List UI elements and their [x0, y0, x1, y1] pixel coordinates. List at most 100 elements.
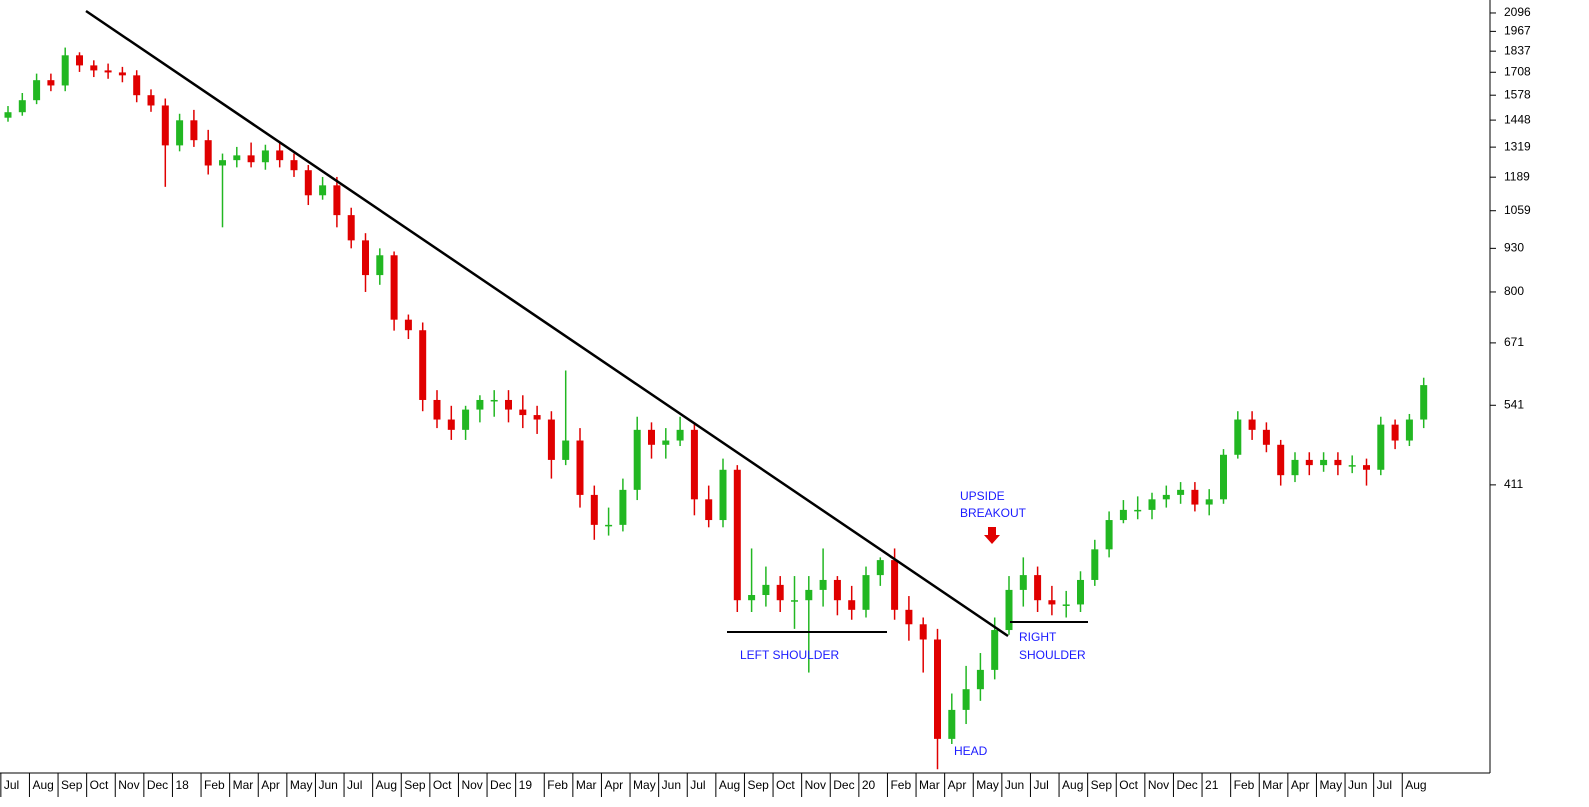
- candle-body: [519, 409, 527, 416]
- candle-body: [61, 55, 69, 86]
- candle-body: [1119, 509, 1127, 521]
- x-tick-label: Sep: [61, 778, 83, 792]
- candle-body: [404, 319, 412, 331]
- x-tick-label: May: [1319, 778, 1342, 792]
- candle-body: [1420, 385, 1428, 420]
- candle-body: [719, 469, 727, 521]
- candle-body: [1191, 489, 1199, 505]
- candle-body: [447, 419, 455, 430]
- candle-body: [133, 75, 141, 96]
- candle-body: [633, 429, 641, 490]
- candle-body: [376, 255, 384, 276]
- x-tick-label: Jul: [1033, 778, 1048, 792]
- y-tick-label: 2096: [1504, 5, 1531, 19]
- candle-body: [362, 240, 369, 276]
- candle-body: [919, 624, 927, 640]
- candle-body: [948, 709, 956, 739]
- x-tick-label: Jun: [318, 778, 337, 792]
- x-tick-label: Dec: [490, 778, 511, 792]
- candle-body: [1091, 549, 1099, 580]
- candle-body: [290, 160, 298, 171]
- candle-body: [1234, 419, 1242, 455]
- x-tick-label: Dec: [147, 778, 168, 792]
- candle-body: [476, 399, 484, 410]
- x-tick-label: Apr: [1291, 778, 1310, 792]
- x-tick-label: Apr: [948, 778, 967, 792]
- candle-body: [47, 80, 55, 86]
- candle-body: [247, 155, 255, 163]
- x-tick-label: Mar: [919, 778, 940, 792]
- candle-body: [219, 160, 226, 166]
- candle-body: [1034, 575, 1042, 601]
- x-tick-label: Jul: [690, 778, 705, 792]
- candle-body: [805, 589, 813, 601]
- candle-body: [1162, 494, 1170, 500]
- y-tick-label: 1578: [1504, 87, 1531, 101]
- candle-body: [619, 489, 627, 525]
- x-tick-label: Mar: [233, 778, 254, 792]
- candle-body: [1391, 424, 1399, 441]
- x-tick-label: Feb: [1234, 778, 1255, 792]
- x-tick-label: Mar: [576, 778, 597, 792]
- candle-body: [419, 330, 427, 400]
- y-tick-label: 1319: [1504, 139, 1531, 153]
- candle-body: [1019, 575, 1027, 590]
- candle-body: [648, 429, 655, 445]
- candle-body: [304, 170, 312, 196]
- candle-body: [1291, 459, 1299, 476]
- candle-body: [905, 609, 913, 625]
- x-tick-label: May: [633, 778, 656, 792]
- candle-body: [819, 579, 827, 590]
- x-tick-label: 20: [862, 778, 876, 792]
- x-tick-label: Nov: [1148, 778, 1169, 792]
- candle-body: [1177, 489, 1185, 495]
- x-tick-label: May: [976, 778, 999, 792]
- x-tick-label: Feb: [204, 778, 225, 792]
- y-tick-label: 930: [1504, 241, 1524, 255]
- annotation: BREAKOUT: [960, 506, 1027, 520]
- x-tick-label: Nov: [118, 778, 139, 792]
- candle-body: [1377, 424, 1385, 470]
- candle-body: [1148, 499, 1156, 510]
- candle-body: [1405, 419, 1413, 441]
- x-tick-label: 19: [519, 778, 533, 792]
- x-tick-label: Apr: [604, 778, 623, 792]
- x-tick-label: Aug: [1405, 778, 1426, 792]
- y-tick-label: 541: [1504, 397, 1524, 411]
- x-tick-label: Apr: [261, 778, 280, 792]
- y-tick-label: 671: [1504, 335, 1524, 349]
- x-tick-label: Jun: [1348, 778, 1367, 792]
- candle-body: [433, 399, 441, 420]
- x-tick-label: Mar: [1262, 778, 1283, 792]
- candle-body: [976, 669, 984, 690]
- x-tick-label: Sep: [747, 778, 769, 792]
- annotation: LEFT SHOULDER: [740, 648, 839, 662]
- candle-body: [1005, 589, 1013, 631]
- x-tick-label: Jul: [1377, 778, 1392, 792]
- candle-body: [190, 120, 198, 141]
- candle-body: [1334, 459, 1342, 466]
- x-tick-label: Jul: [4, 778, 19, 792]
- y-tick-label: 1059: [1504, 203, 1531, 217]
- candle-body: [33, 80, 41, 101]
- candle-body: [934, 639, 941, 739]
- candle-body: [562, 440, 570, 460]
- candle-body: [176, 120, 184, 146]
- candle-body: [490, 399, 498, 402]
- candle-body: [733, 469, 741, 601]
- candle-body: [1320, 459, 1328, 466]
- x-tick-label: Feb: [547, 778, 568, 792]
- candle-body: [991, 630, 999, 670]
- candle-body: [4, 112, 12, 118]
- x-tick-label: Aug: [376, 778, 397, 792]
- x-tick-label: 18: [175, 778, 189, 792]
- y-tick-label: 1448: [1504, 112, 1531, 126]
- candle-body: [662, 440, 670, 445]
- x-tick-label: Dec: [833, 778, 854, 792]
- candle-body: [104, 70, 112, 73]
- candle-body: [705, 499, 713, 521]
- candle-body: [147, 95, 155, 106]
- y-tick-label: 1967: [1504, 24, 1531, 38]
